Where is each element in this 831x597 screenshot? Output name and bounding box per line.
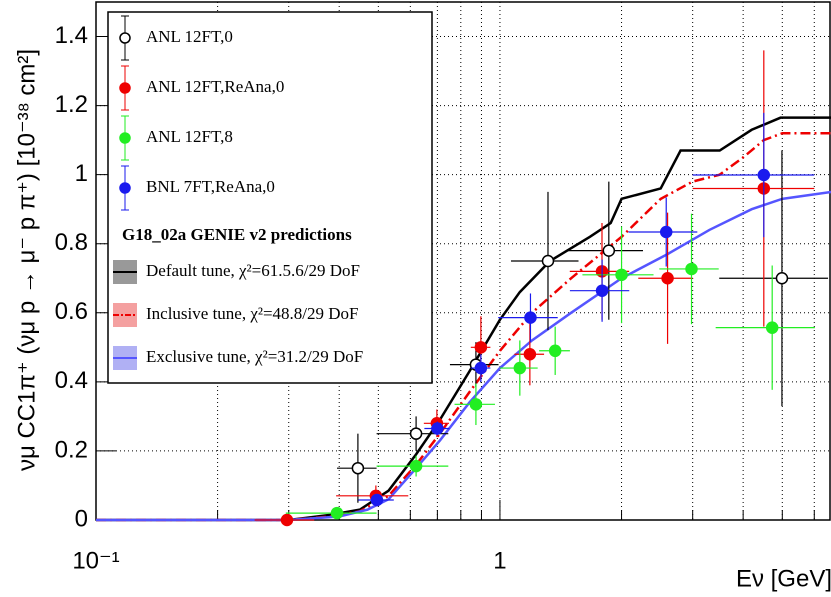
data-point <box>469 398 483 411</box>
legend-label: Exclusive tune, χ²=31.2/29 DoF <box>146 347 363 366</box>
data-point <box>474 341 488 354</box>
data-point <box>409 459 423 473</box>
data-point <box>541 254 555 268</box>
data-point <box>524 311 537 324</box>
legend-marker <box>119 82 131 94</box>
y-tick-label: 1 <box>75 160 88 187</box>
data-point <box>602 244 616 257</box>
data-point <box>330 506 344 520</box>
y-tick-label: 0 <box>75 505 88 532</box>
data-point <box>523 347 537 361</box>
data-point <box>431 422 444 435</box>
data-point <box>775 272 789 285</box>
plot-frame <box>95 1 831 521</box>
legend-label: Default tune, χ²=61.5.6/29 DoF <box>146 261 360 280</box>
legend-box <box>107 11 433 384</box>
legend-label: Inclusive tune, χ²=48.8/29 DoF <box>146 304 359 323</box>
y-tick-label: 0.2 <box>55 436 88 463</box>
data-point <box>548 344 562 358</box>
x-axis-label: Eν [GeV] <box>736 565 831 592</box>
data-point <box>685 262 698 276</box>
legend-title: G18_02a GENIE v2 predictions <box>122 225 352 244</box>
data-point <box>370 493 384 507</box>
y-tick-label: 1.4 <box>55 22 88 49</box>
data-point <box>351 461 365 475</box>
model-curve <box>96 116 831 522</box>
legend-label: ANL 12FT,0 <box>146 27 233 46</box>
y-tick-label: 0.8 <box>55 229 88 256</box>
data-point <box>280 513 294 527</box>
data-point <box>765 321 779 334</box>
data-point <box>659 225 673 239</box>
data-point <box>513 361 527 375</box>
model-curve <box>96 190 831 522</box>
legend-label: BNL 7FT,ReAna,0 <box>146 177 275 196</box>
data-point <box>757 168 771 182</box>
y-tick-label: 0.6 <box>55 298 88 325</box>
data-point <box>661 272 674 285</box>
data-point <box>595 284 609 297</box>
data-point <box>474 361 488 375</box>
x-tick-label: 10⁻¹ <box>72 547 119 574</box>
legend-label: ANL 12FT,ReAna,0 <box>146 77 284 96</box>
legend-label: ANL 12FT,8 <box>146 127 233 146</box>
legend: ANL 12FT,0 ANL 12FT,ReAna,0 ANL 12FT,8 BNL … <box>107 11 433 384</box>
legend-marker <box>119 132 131 144</box>
y-tick-label: 1.2 <box>55 91 88 118</box>
y-axis-label: νμ CC1π⁺ (νμ p → μ⁻ p π⁺) [10⁻³⁸ cm²] <box>13 49 40 471</box>
legend-marker <box>119 182 131 194</box>
legend-marker <box>119 32 131 44</box>
data-point <box>615 268 628 282</box>
x-tick-label: 1 <box>493 547 506 574</box>
y-tick-label: 0.4 <box>55 367 88 394</box>
data-point <box>409 427 423 440</box>
